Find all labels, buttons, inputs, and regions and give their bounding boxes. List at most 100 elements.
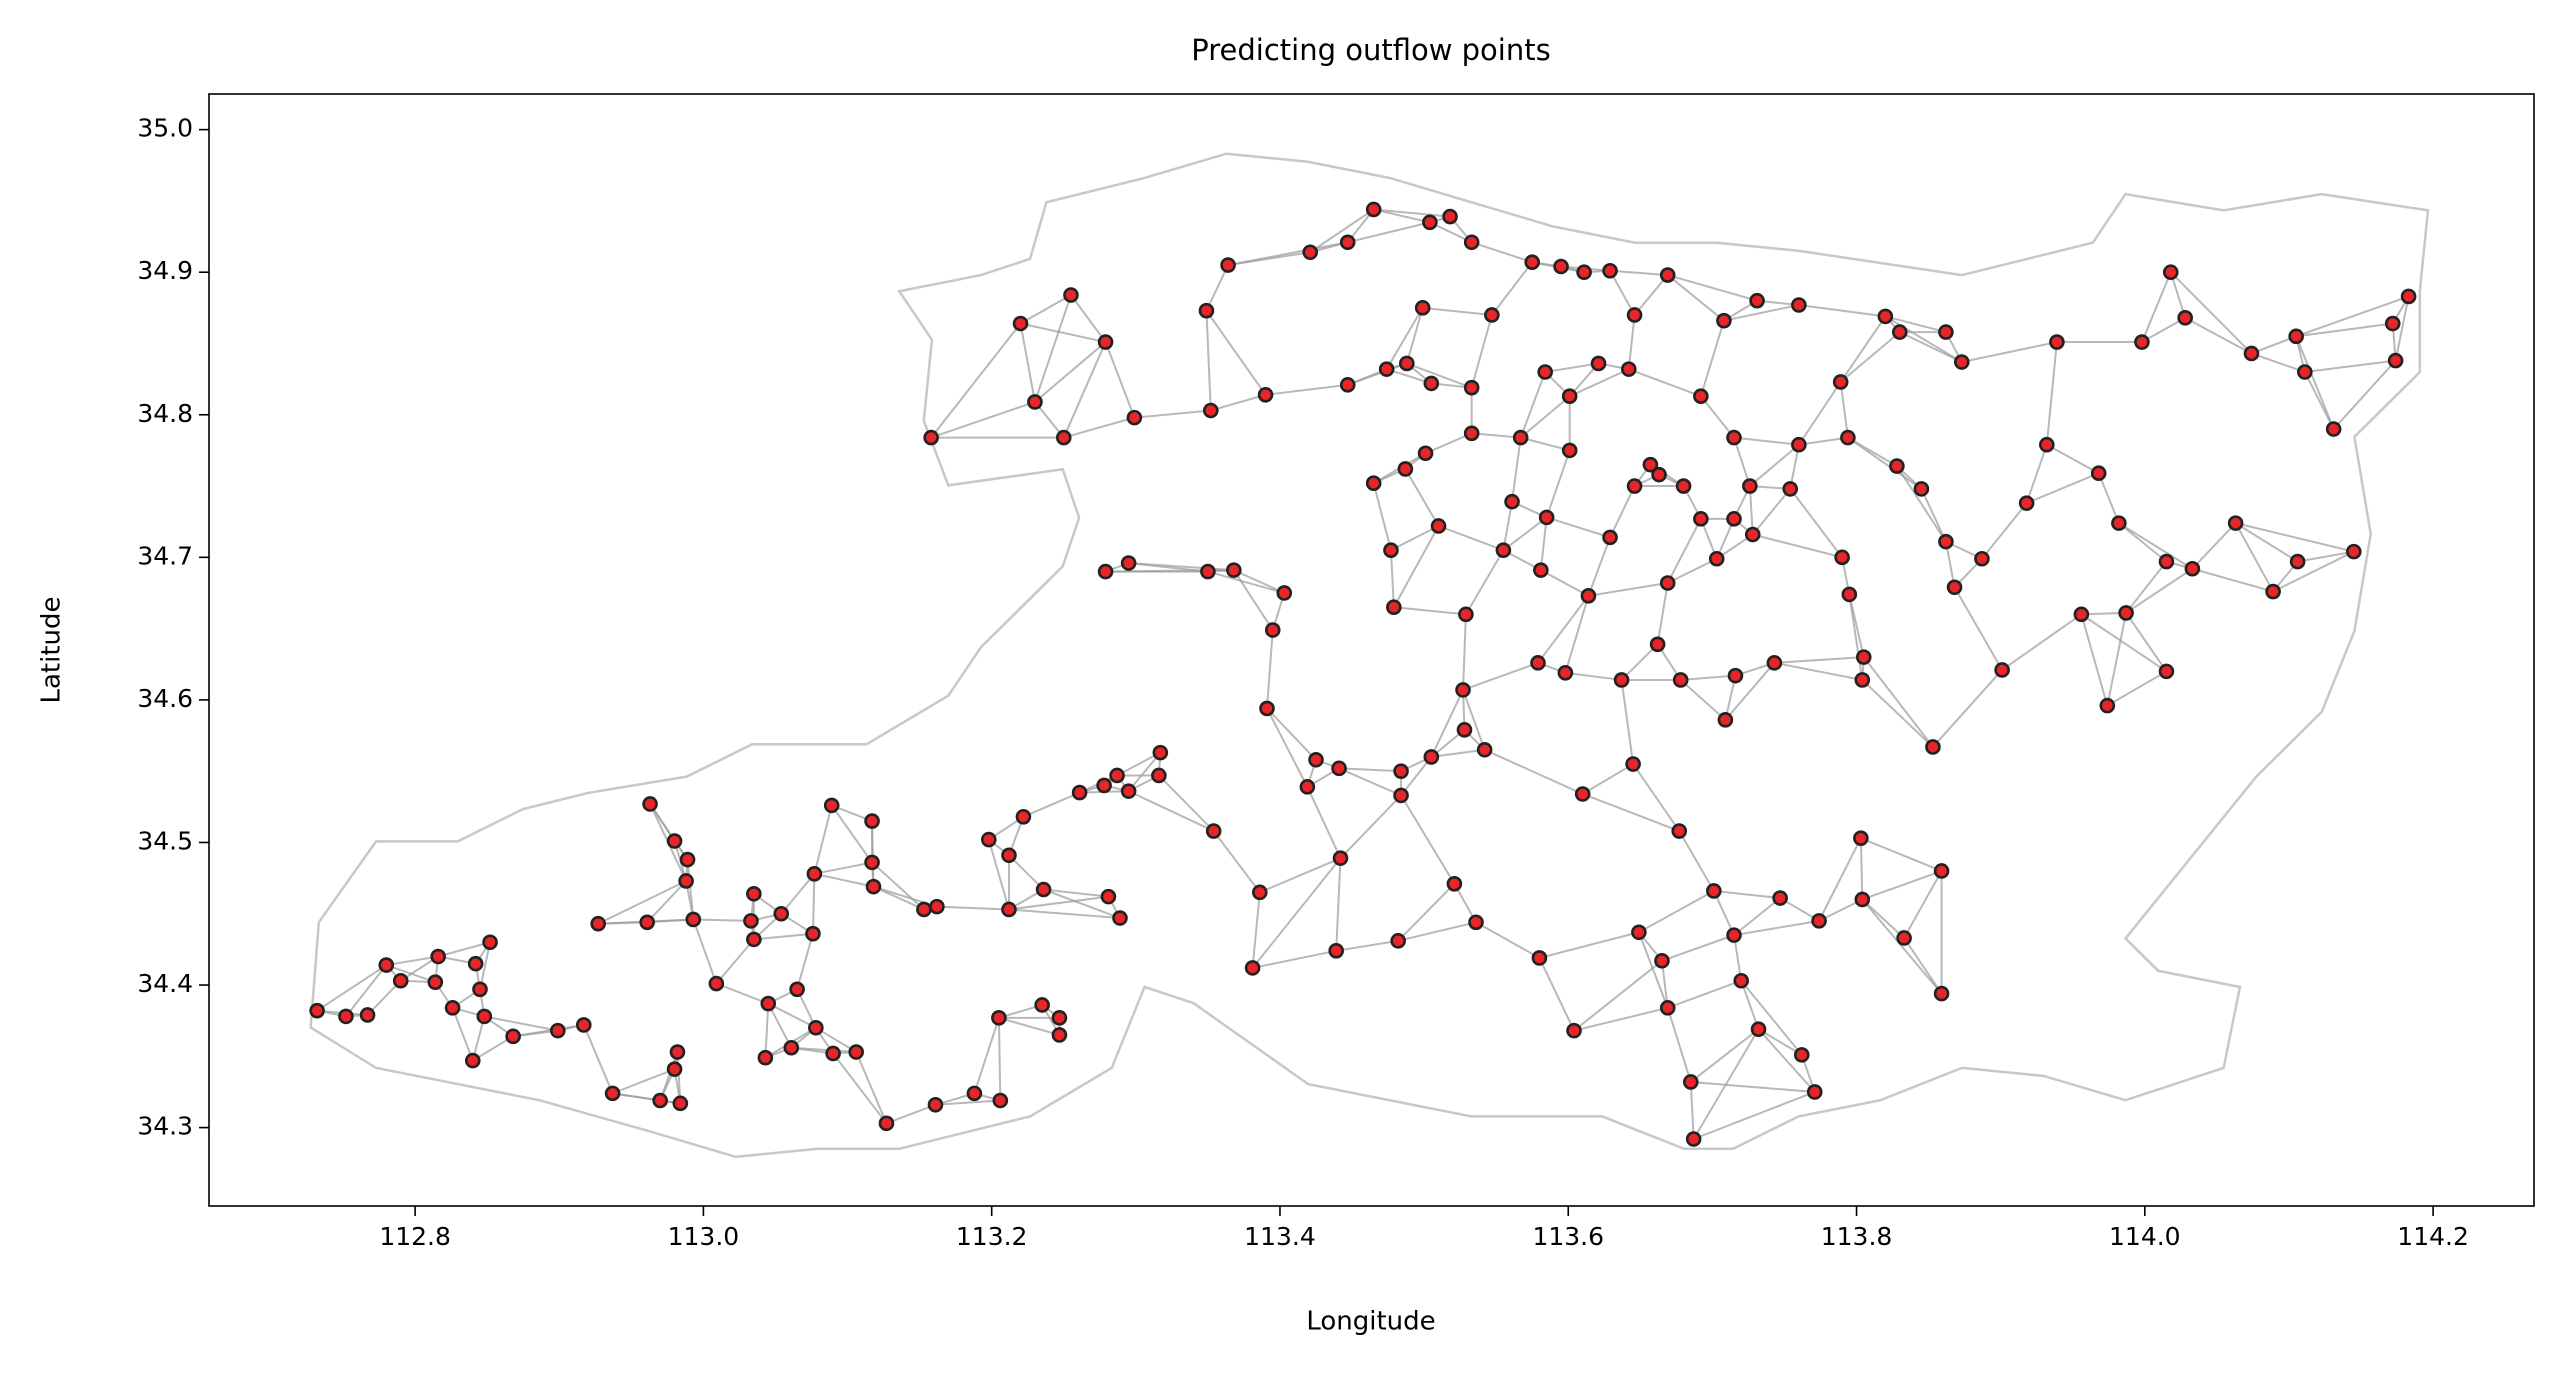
mesh-line: [1885, 315, 1947, 334]
point: [1913, 481, 1930, 497]
point: [1613, 672, 1630, 688]
point: [444, 1000, 461, 1016]
point: [1251, 884, 1268, 901]
mesh-line: [855, 1051, 888, 1124]
mesh-line: [1538, 957, 1575, 1032]
mesh-line: [1034, 341, 1107, 403]
mesh-line: [1627, 314, 1636, 370]
mesh-line: [987, 839, 1010, 910]
mesh-line: [830, 804, 873, 863]
point: [669, 1044, 686, 1060]
mesh-line: [1158, 774, 1215, 832]
x-tick-label: 112.8: [379, 1222, 451, 1251]
point: [1476, 741, 1493, 758]
point: [1626, 307, 1643, 323]
mesh-line: [692, 919, 718, 984]
mesh-line: [1609, 485, 1636, 538]
point: [848, 1044, 864, 1060]
point: [1782, 481, 1799, 497]
point: [1276, 585, 1293, 601]
point: [1933, 985, 1950, 1002]
mesh-line: [1667, 274, 1758, 302]
mesh-line: [1404, 468, 1440, 527]
point: [1244, 960, 1261, 976]
point: [1626, 478, 1643, 494]
point: [746, 885, 762, 902]
mesh-line: [2235, 522, 2299, 563]
mesh-line: [936, 905, 1010, 911]
mesh-line: [1127, 752, 1162, 792]
point: [1726, 927, 1742, 943]
point: [1772, 890, 1788, 906]
mesh-line: [386, 955, 439, 967]
point: [1152, 744, 1169, 761]
point: [773, 905, 790, 922]
mesh-line: [1070, 294, 1107, 343]
mesh-line: [1899, 331, 1963, 363]
mesh-line: [1749, 443, 1800, 487]
mesh-line: [1266, 707, 1317, 761]
mesh-line: [2125, 612, 2168, 672]
point: [1339, 234, 1356, 251]
mesh-line: [1043, 888, 1109, 898]
point: [1877, 308, 1894, 325]
mesh-line: [1903, 937, 1943, 995]
point: [1733, 972, 1750, 989]
point: [1742, 478, 1758, 494]
point: [2099, 697, 2116, 714]
mesh-line: [1335, 858, 1342, 951]
mesh-line: [2097, 472, 2120, 524]
mesh-line: [2106, 670, 2167, 707]
mesh-line: [2125, 567, 2193, 614]
mesh-line: [1008, 895, 1109, 911]
mesh-line: [1438, 525, 1504, 552]
point: [678, 873, 694, 889]
mesh-line: [2234, 522, 2274, 593]
point: [1706, 883, 1722, 899]
mesh-line: [1582, 763, 1634, 795]
mesh-line: [1633, 274, 1669, 316]
point: [1717, 712, 1734, 728]
mesh-line: [1400, 794, 1456, 885]
mesh-line: [1519, 371, 1547, 438]
mesh-line: [1884, 315, 1963, 363]
x-tick-label: 114.2: [2397, 1222, 2469, 1251]
point: [1531, 950, 1548, 966]
point: [1097, 563, 1114, 580]
mesh-line: [1336, 939, 1399, 952]
mesh-line: [1393, 606, 1467, 616]
point: [672, 1095, 689, 1112]
point: [966, 1085, 983, 1102]
y-tick-label: 34.3: [137, 1112, 193, 1141]
mesh-line: [1373, 208, 1451, 218]
mesh-line: [815, 1026, 857, 1053]
point: [1553, 258, 1569, 275]
point: [1726, 429, 1742, 446]
point: [1308, 751, 1324, 768]
point: [878, 1115, 895, 1132]
point: [1051, 1010, 1068, 1026]
point: [1257, 387, 1274, 403]
y-tick-label: 34.7: [137, 541, 193, 570]
mesh-line: [1848, 594, 1864, 681]
point: [2073, 606, 2090, 623]
mesh-line: [1733, 437, 1751, 487]
mesh-line: [1569, 368, 1630, 398]
point: [1561, 442, 1578, 459]
mesh-line: [1471, 241, 1533, 264]
mesh-line: [832, 1052, 888, 1124]
mesh-line: [1620, 643, 1659, 681]
mesh-line: [1462, 661, 1539, 691]
point: [1793, 1047, 1810, 1063]
mesh-line: [2272, 550, 2355, 593]
mesh-line: [1484, 748, 1584, 795]
point: [1682, 1074, 1699, 1090]
point: [1383, 542, 1399, 559]
point: [550, 1022, 566, 1039]
point: [1537, 364, 1553, 380]
point: [1974, 550, 1990, 567]
point: [1001, 847, 1017, 864]
mesh-line: [791, 1046, 857, 1054]
mesh-line: [1309, 208, 1375, 254]
